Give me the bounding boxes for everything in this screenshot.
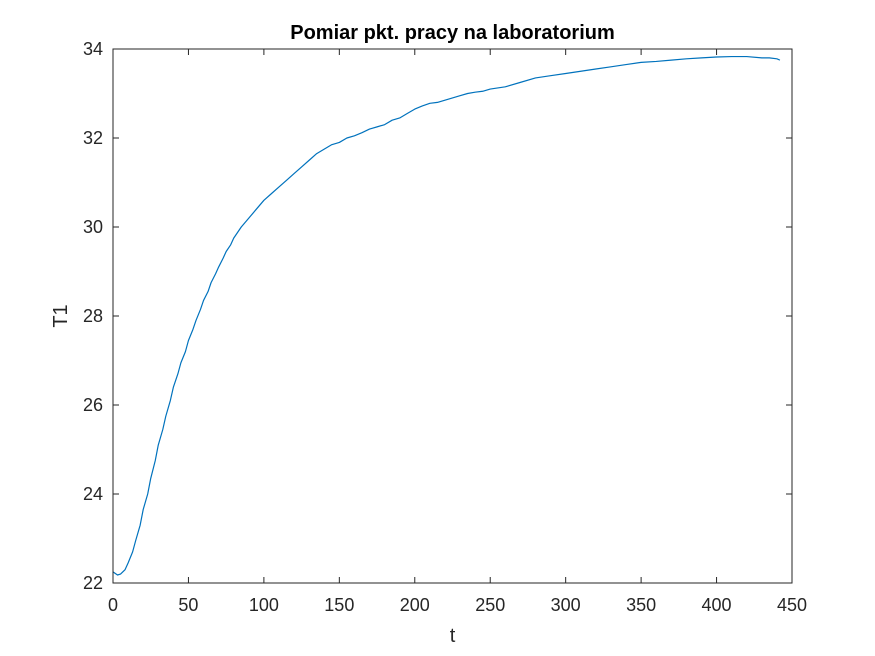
plot-area	[113, 49, 792, 583]
y-tick-label: 22	[83, 573, 103, 593]
x-tick-label: 300	[551, 595, 581, 615]
x-tick-label: 150	[324, 595, 354, 615]
y-tick-label: 32	[83, 128, 103, 148]
y-tick-label: 30	[83, 217, 103, 237]
x-tick-label: 350	[626, 595, 656, 615]
axis-ticks: 0 50 100 150 200 250 300 350 400 450 22 24 26 28 30 32 3…	[83, 39, 807, 615]
y-tick-label: 26	[83, 395, 103, 415]
x-tick-label: 100	[249, 595, 279, 615]
chart-title: Pomiar pkt. pracy na laboratorium	[290, 22, 615, 44]
series-line-0	[112, 55, 781, 576]
x-tick-label: 0	[108, 595, 118, 615]
x-tick-label: 450	[777, 595, 807, 615]
y-tick-label: 24	[83, 484, 103, 504]
x-tick-label: 50	[178, 595, 198, 615]
y-tick-label: 28	[83, 306, 103, 326]
axes-frame	[112, 48, 793, 584]
x-tick-label: 200	[400, 595, 430, 615]
y-axis-label: T1	[50, 304, 72, 327]
x-tick-label: 400	[702, 595, 732, 615]
series-layer	[112, 55, 781, 576]
y-tick-label: 34	[83, 39, 103, 59]
x-tick-label: 250	[475, 595, 505, 615]
x-axis-label: t	[450, 625, 456, 647]
